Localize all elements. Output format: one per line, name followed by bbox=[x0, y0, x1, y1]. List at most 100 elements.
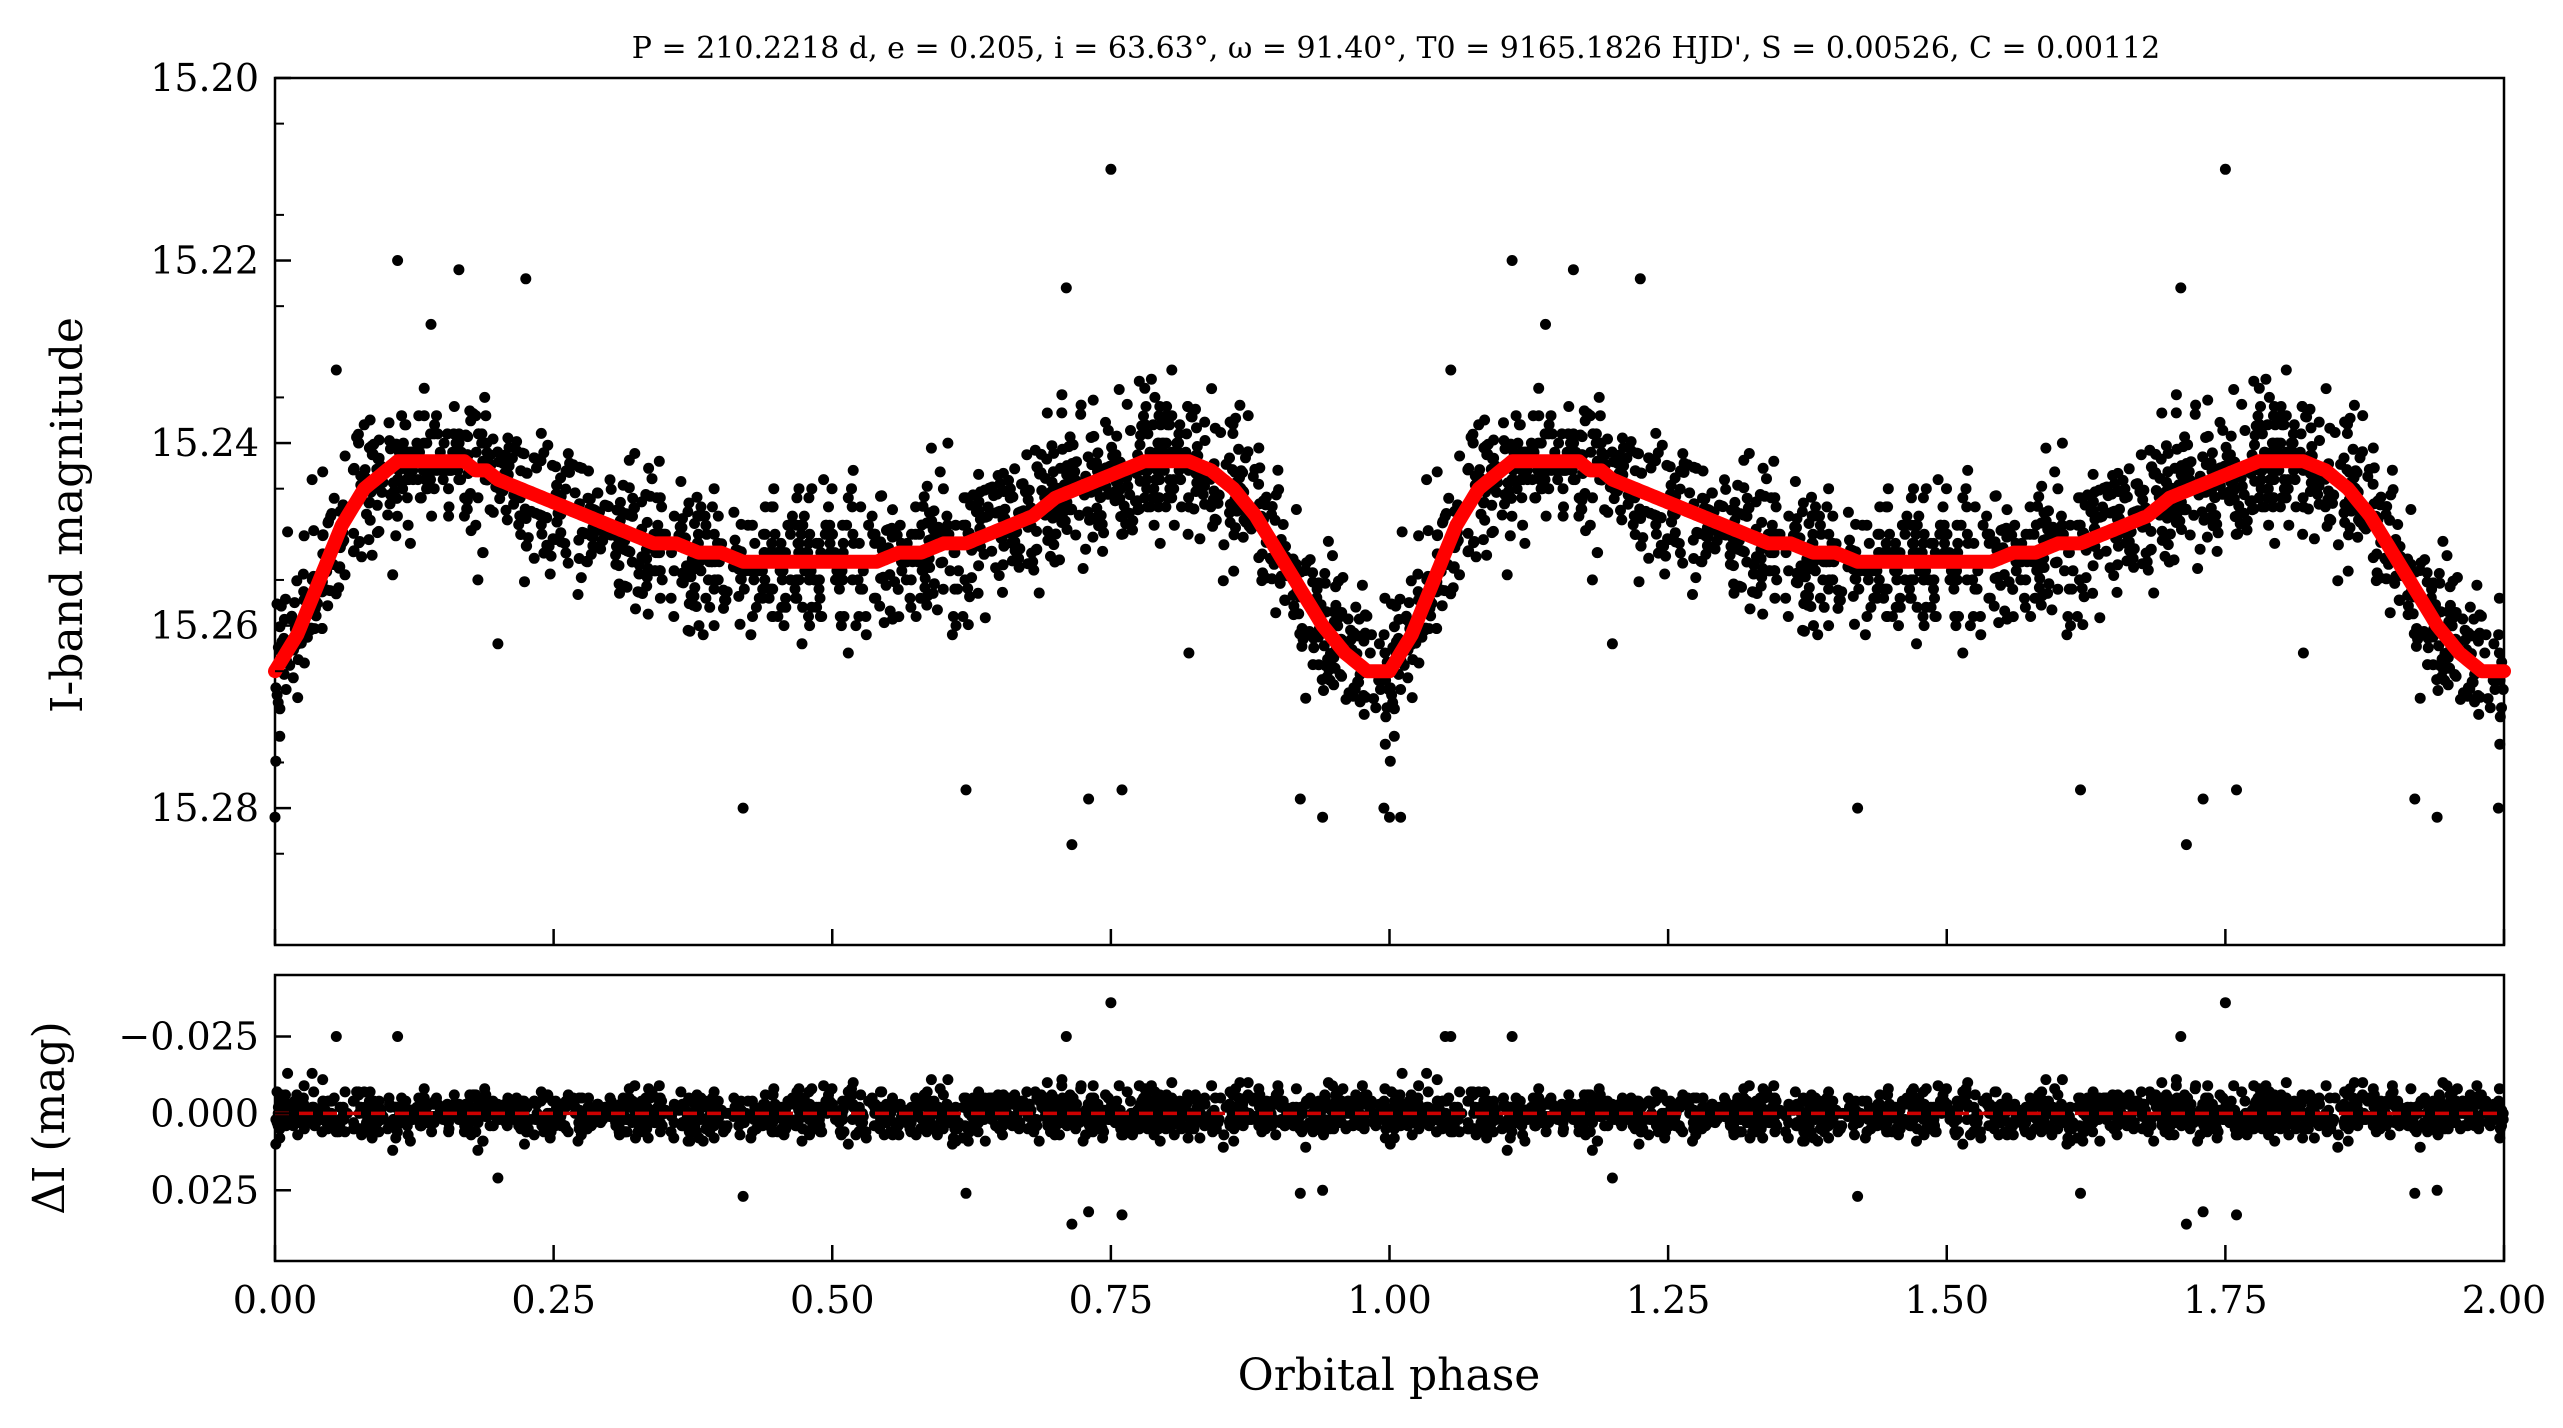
data-point bbox=[274, 703, 286, 715]
data-point bbox=[2269, 419, 2281, 431]
data-point bbox=[1279, 594, 1291, 606]
data-point bbox=[2439, 656, 2451, 668]
data-point bbox=[1975, 629, 1987, 641]
residual-point bbox=[990, 1120, 1002, 1132]
data-point bbox=[790, 574, 802, 586]
data-point bbox=[791, 492, 803, 504]
data-point bbox=[1669, 472, 1681, 484]
data-point bbox=[1269, 514, 1281, 526]
data-point bbox=[1272, 464, 1284, 476]
residual-point bbox=[917, 1092, 929, 1104]
data-point bbox=[1197, 489, 1209, 500]
data-point bbox=[796, 638, 808, 650]
data-point bbox=[1701, 540, 1713, 552]
data-point bbox=[921, 480, 933, 492]
residual-point bbox=[583, 1092, 594, 1104]
data-point bbox=[813, 537, 825, 549]
data-point bbox=[1907, 537, 1918, 549]
data-point bbox=[450, 437, 462, 449]
data-point bbox=[1917, 611, 1929, 622]
data-point bbox=[1132, 504, 1144, 516]
data-point bbox=[1807, 528, 1819, 540]
data-point bbox=[382, 509, 394, 521]
data-point bbox=[875, 572, 887, 584]
residual-point bbox=[620, 1101, 632, 1113]
data-point bbox=[2497, 684, 2509, 695]
data-point bbox=[388, 477, 399, 489]
data-point bbox=[528, 452, 540, 464]
data-point bbox=[792, 537, 804, 549]
outlier-point bbox=[1506, 255, 1518, 266]
data-point bbox=[1823, 583, 1835, 595]
data-point bbox=[1487, 525, 1499, 537]
data-point bbox=[1633, 576, 1645, 588]
data-point bbox=[2238, 489, 2250, 501]
data-point bbox=[514, 510, 526, 522]
data-point bbox=[2019, 592, 2030, 604]
data-point bbox=[2348, 399, 2360, 411]
residual-point bbox=[1230, 1083, 1242, 1095]
data-point bbox=[1744, 603, 1756, 615]
data-point bbox=[1928, 583, 1939, 595]
data-point bbox=[826, 483, 838, 495]
residual-point bbox=[544, 1132, 556, 1144]
data-point bbox=[1957, 492, 1969, 504]
outlier-point bbox=[330, 364, 342, 376]
data-point bbox=[280, 593, 291, 605]
data-point bbox=[1673, 538, 1685, 549]
data-point bbox=[1863, 537, 1875, 549]
data-point bbox=[562, 448, 574, 460]
data-point bbox=[1311, 583, 1323, 595]
residual-point bbox=[2414, 1141, 2426, 1153]
data-point bbox=[1970, 583, 1982, 595]
data-point bbox=[1884, 528, 1895, 540]
data-point bbox=[1516, 492, 1528, 504]
residual-point bbox=[962, 1123, 974, 1135]
residual-point bbox=[1030, 1120, 1042, 1132]
data-point bbox=[814, 592, 826, 604]
data-point bbox=[1798, 625, 1810, 637]
data-point bbox=[1859, 629, 1871, 641]
data-point bbox=[1036, 485, 1048, 496]
data-point bbox=[1164, 419, 1175, 431]
data-point bbox=[1316, 674, 1328, 686]
residual-point bbox=[396, 1092, 408, 1104]
data-point bbox=[1270, 489, 1282, 501]
data-point bbox=[766, 537, 778, 549]
residual-point bbox=[700, 1123, 712, 1135]
data-point bbox=[1260, 572, 1272, 584]
residual-point bbox=[373, 1101, 385, 1113]
residual-outlier-point bbox=[1083, 1206, 1095, 1218]
data-point bbox=[1821, 501, 1833, 513]
data-point bbox=[769, 528, 781, 540]
data-point bbox=[1111, 430, 1123, 442]
data-point bbox=[835, 620, 847, 632]
residual-point bbox=[632, 1126, 644, 1138]
data-point bbox=[2344, 412, 2356, 424]
data-point bbox=[2035, 599, 2047, 611]
residual-point bbox=[292, 1129, 304, 1141]
residual-point bbox=[1217, 1141, 1229, 1153]
data-point bbox=[904, 592, 916, 604]
residual-point bbox=[1347, 1120, 1359, 1132]
data-point bbox=[402, 519, 414, 531]
data-point bbox=[418, 410, 430, 422]
data-point bbox=[1802, 599, 1814, 611]
data-point bbox=[2007, 583, 2019, 595]
data-point bbox=[837, 537, 849, 549]
data-point bbox=[2489, 684, 2501, 695]
data-point bbox=[1480, 440, 1492, 452]
data-point bbox=[1147, 492, 1159, 504]
data-point bbox=[2185, 456, 2197, 468]
data-point bbox=[1961, 528, 1973, 540]
data-point bbox=[2217, 424, 2229, 436]
data-point bbox=[654, 592, 666, 604]
data-point bbox=[521, 540, 533, 552]
data-point bbox=[428, 483, 440, 495]
data-point bbox=[1467, 428, 1479, 440]
data-point bbox=[1857, 519, 1868, 531]
data-point bbox=[2332, 575, 2344, 587]
data-point bbox=[2332, 539, 2344, 551]
data-point bbox=[1042, 534, 1054, 546]
data-point bbox=[2061, 629, 2073, 641]
